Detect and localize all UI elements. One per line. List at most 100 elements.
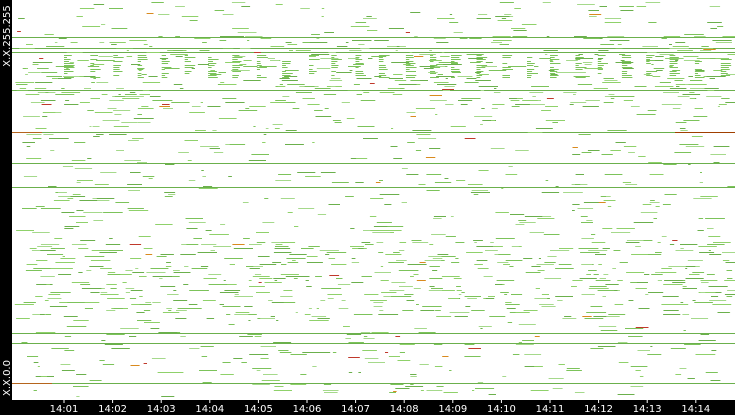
traffic-segment (464, 296, 481, 297)
traffic-segment (726, 74, 735, 75)
traffic-segment (661, 38, 667, 39)
traffic-segment (648, 22, 657, 23)
traffic-segment (543, 234, 560, 235)
traffic-segment (16, 230, 34, 231)
traffic-segment (64, 71, 74, 72)
traffic-segment (135, 268, 139, 269)
traffic-segment (116, 48, 133, 49)
traffic-segment (429, 95, 442, 96)
traffic-segment (327, 294, 342, 295)
traffic-segment (22, 68, 26, 69)
traffic-segment (189, 348, 200, 349)
traffic-segment (429, 148, 441, 149)
traffic-segment (442, 90, 450, 91)
traffic-segment (262, 142, 266, 143)
traffic-segment (688, 164, 691, 165)
traffic-segment (207, 106, 221, 107)
traffic-segment (420, 80, 428, 81)
traffic-segment (597, 67, 602, 68)
traffic-segment (237, 32, 257, 33)
traffic-segment (378, 61, 384, 62)
traffic-segment (289, 50, 293, 51)
traffic-segment (362, 350, 377, 351)
traffic-segment (94, 184, 109, 185)
traffic-segment (158, 14, 170, 15)
traffic-segment (25, 94, 40, 95)
traffic-segment (510, 100, 520, 101)
traffic-segment (152, 302, 161, 303)
traffic-segment (672, 108, 681, 109)
traffic-segment (586, 274, 591, 275)
traffic-segment (433, 82, 449, 83)
traffic-segment (543, 50, 548, 51)
traffic-segment (621, 63, 632, 64)
traffic-segment (697, 318, 709, 319)
traffic-segment (689, 274, 700, 275)
traffic-segment (669, 61, 678, 62)
traffic-segment (625, 242, 640, 243)
traffic-segment (347, 90, 362, 91)
traffic-segment (480, 124, 483, 125)
traffic-segment (621, 65, 628, 66)
traffic-segment (378, 77, 390, 78)
traffic-segment (273, 390, 292, 391)
x-axis-bar (0, 400, 735, 415)
traffic-segment (575, 65, 579, 66)
traffic-segment (287, 262, 299, 263)
traffic-segment (145, 254, 153, 255)
traffic-segment (495, 16, 513, 17)
traffic-segment (675, 84, 686, 85)
traffic-segment (615, 48, 623, 49)
traffic-segment (337, 284, 351, 285)
traffic-segment (252, 276, 270, 277)
traffic-segment (391, 128, 394, 129)
y-axis-bar (0, 0, 12, 415)
traffic-segment (635, 370, 641, 371)
traffic-segment (694, 302, 713, 303)
traffic-segment (405, 32, 410, 33)
traffic-segment (107, 272, 116, 273)
traffic-segment (305, 176, 321, 177)
traffic-segment (531, 266, 541, 267)
traffic-segment (457, 76, 473, 77)
traffic-segment (33, 314, 39, 315)
traffic-segment (222, 48, 234, 49)
traffic-segment (485, 250, 498, 251)
traffic-segment (351, 262, 360, 263)
traffic-segment (348, 342, 364, 343)
traffic-segment (35, 206, 45, 207)
traffic-segment (638, 308, 650, 309)
traffic-segment (724, 280, 735, 281)
traffic-segment (295, 50, 311, 51)
traffic-segment (113, 75, 120, 76)
traffic-segment (243, 238, 250, 239)
traffic-segment (83, 212, 103, 213)
traffic-segment (314, 110, 323, 111)
traffic-segment (669, 63, 678, 64)
traffic-segment (426, 190, 440, 191)
traffic-segment (302, 98, 315, 99)
traffic-segment (206, 290, 209, 291)
traffic-segment (584, 68, 603, 69)
traffic-segment (100, 292, 108, 293)
traffic-segment (184, 73, 190, 74)
traffic-segment (512, 354, 520, 355)
traffic-segment (40, 250, 56, 251)
traffic-segment (603, 200, 616, 201)
traffic-segment (242, 202, 249, 203)
traffic-segment (588, 288, 609, 289)
traffic-segment (67, 302, 85, 303)
traffic-segment (430, 67, 441, 68)
traffic-segment (151, 2, 164, 3)
traffic-segment (273, 278, 286, 279)
traffic-segment (202, 300, 216, 301)
x-tick-label: 14:14 (681, 404, 710, 415)
traffic-segment (92, 64, 105, 65)
traffic-segment (420, 390, 424, 391)
traffic-segment (589, 14, 602, 15)
traffic-segment (372, 232, 391, 233)
traffic-segment (208, 57, 212, 58)
traffic-segment (173, 270, 180, 271)
traffic-segment (403, 64, 409, 65)
traffic-segment (405, 69, 410, 70)
